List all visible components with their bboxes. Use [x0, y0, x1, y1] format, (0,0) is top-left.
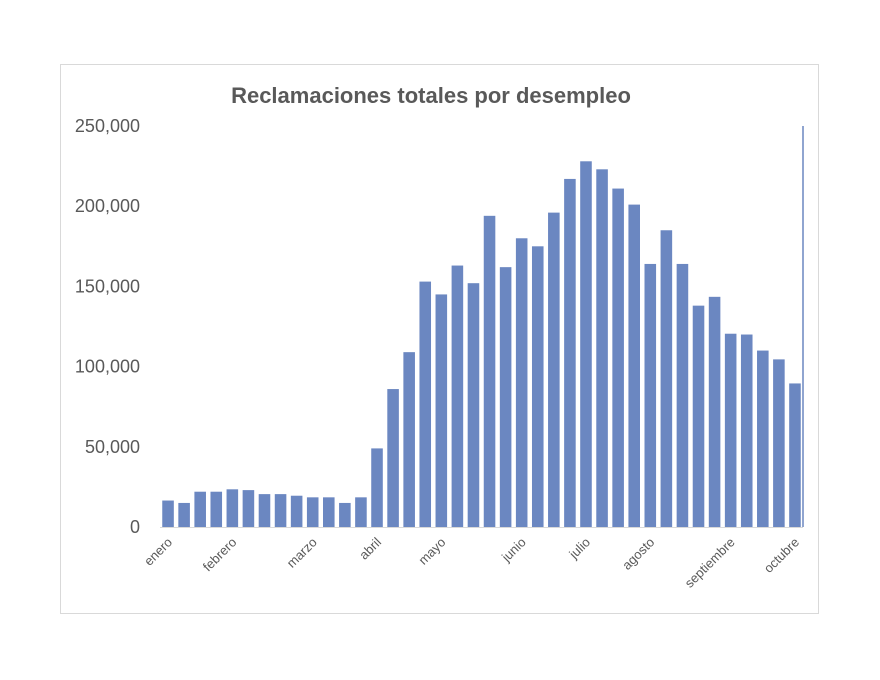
- bar: [515, 238, 528, 527]
- bar: [323, 497, 335, 527]
- y-tick-label: 200,000: [75, 196, 140, 216]
- bar: [692, 305, 705, 527]
- y-tick-label: 100,000: [75, 357, 140, 377]
- bar: [419, 281, 432, 527]
- bar-series: [162, 161, 801, 528]
- bar: [290, 495, 303, 527]
- bar: [210, 491, 223, 527]
- bar: [708, 296, 721, 527]
- bar: [226, 489, 239, 527]
- bar: [387, 389, 399, 527]
- bar: [194, 491, 206, 527]
- bar: [531, 246, 544, 528]
- bar: [499, 267, 512, 527]
- bar: [274, 494, 287, 527]
- bar: [724, 333, 737, 527]
- x-tick-label: octubre: [761, 535, 802, 576]
- bar: [564, 178, 576, 527]
- x-tick-label: junio: [498, 535, 529, 566]
- bar: [644, 263, 657, 527]
- chart-title: Reclamaciones totales por desempleo: [231, 83, 631, 108]
- bar: [435, 294, 448, 527]
- y-axis-labels: 0 50,000 100,000 150,000 200,000 250,000: [75, 116, 140, 537]
- bar: [258, 494, 271, 527]
- bar: [580, 161, 592, 528]
- bar: [178, 502, 190, 527]
- x-tick-label: abril: [356, 534, 384, 562]
- x-tick-label: septiembre: [682, 535, 738, 591]
- bar: [773, 359, 785, 527]
- bar: [660, 230, 673, 527]
- x-tick-label: marzo: [284, 535, 320, 571]
- bar: [596, 169, 608, 527]
- bar: [628, 204, 640, 527]
- bar: [306, 497, 319, 527]
- bar: [757, 350, 769, 527]
- x-tick-label: febrero: [200, 535, 240, 575]
- bar: [467, 283, 480, 527]
- bar: [403, 352, 415, 527]
- bar: [451, 265, 464, 527]
- bar: [483, 215, 496, 527]
- bar: [612, 188, 624, 527]
- bar: [355, 497, 367, 527]
- x-tick-label: mayo: [415, 535, 448, 568]
- x-tick-label: julio: [565, 535, 593, 563]
- y-tick-label: 0: [130, 517, 140, 537]
- bar: [162, 500, 174, 527]
- x-tick-label: agosto: [619, 535, 657, 573]
- y-tick-label: 150,000: [75, 276, 140, 296]
- y-tick-label: 50,000: [85, 437, 140, 457]
- bar: [789, 383, 801, 527]
- y-tick-label: 250,000: [75, 116, 140, 136]
- bar: [740, 334, 753, 527]
- bar: [339, 502, 351, 527]
- bar: [371, 448, 383, 527]
- bar: [242, 490, 255, 527]
- x-axis-labels: enero febrero marzo abril mayo junio julio agos…: [141, 534, 802, 590]
- bar: [676, 263, 689, 527]
- x-tick-label: enero: [141, 535, 175, 569]
- bar: [548, 212, 560, 527]
